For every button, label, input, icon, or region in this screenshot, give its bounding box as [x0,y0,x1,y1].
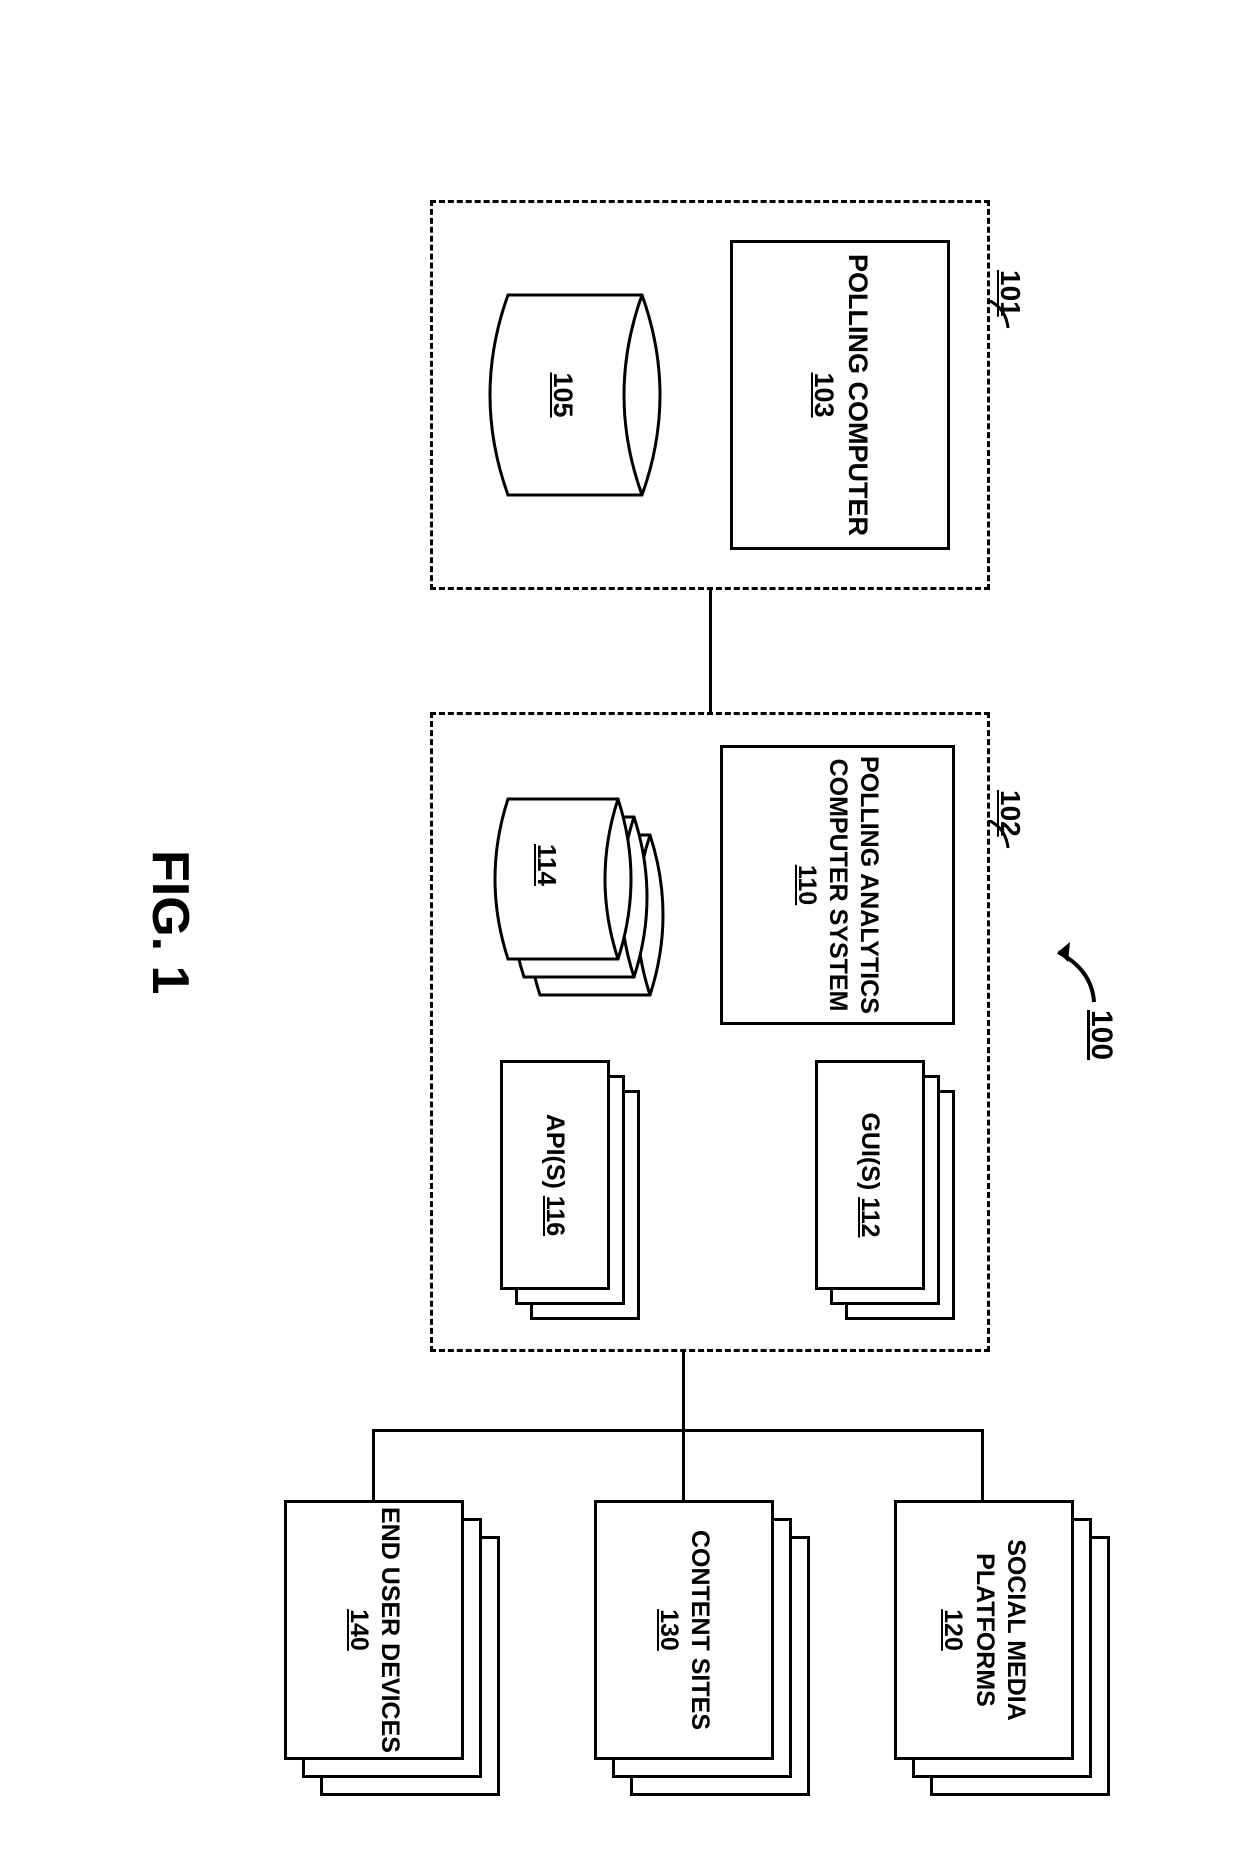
apis-stack: API(S) 116 [465,1060,640,1350]
social-label: SOCIAL MEDIA PLATFORMS 120 [937,1503,1031,1757]
polling-db-ref: 105 [547,290,578,500]
devices-label: END USER DEVICES 140 [343,1507,406,1753]
analytics-db-stack: 114 [465,790,670,1010]
bus-to-content [682,1429,685,1502]
polling-computer-label: POLLING COMPUTER 103 [806,254,874,536]
conn-101-102 [709,590,712,712]
guis-label: GUI(S) 112 [856,1112,885,1237]
apis-label: API(S) 116 [541,1114,570,1236]
content-stack: CONTENT SITES 130 [580,1500,810,1820]
devices-stack: END USER DEVICES 140 [270,1500,500,1820]
diagram-stage: 100 101 POLLING COMPUTER 103 [0,0,1240,1873]
bus-trunk [372,1429,984,1432]
bus-main [682,1352,685,1432]
leader-102-svg [986,820,1010,850]
analytics-system-box: POLLING ANALYTICS COMPUTER SYSTEM 110 [720,745,955,1025]
polling-db: 105 [480,290,670,500]
guis-stack: GUI(S) 112 [810,1060,955,1350]
figure-caption: FIG. 1 [140,850,200,994]
page: 100 101 POLLING COMPUTER 103 [0,0,1240,1873]
bus-to-devices [372,1429,375,1502]
analytics-db-ref: 114 [531,760,562,970]
leader-101-svg [986,300,1010,330]
system-ref-label: 100 [1084,1010,1118,1060]
bus-to-social [981,1429,984,1502]
analytics-system-label: POLLING ANALYTICS COMPUTER SYSTEM 110 [791,748,885,1022]
polling-computer-box: POLLING COMPUTER 103 [730,240,950,550]
content-label: CONTENT SITES 130 [653,1530,716,1730]
system-ref-arrow [1035,940,1100,1010]
social-stack: SOCIAL MEDIA PLATFORMS 120 [880,1500,1110,1820]
